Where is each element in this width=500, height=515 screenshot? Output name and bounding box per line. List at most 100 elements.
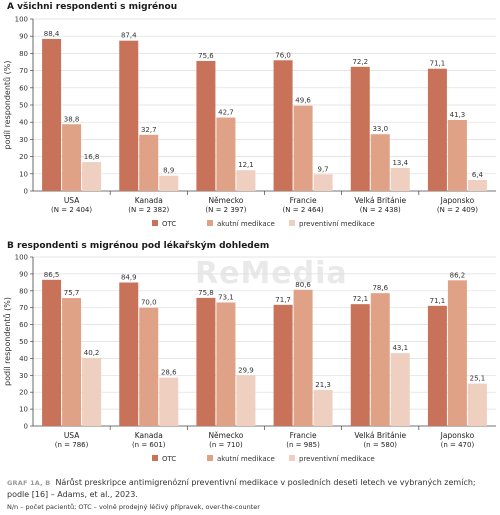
chart-a-ytick-label: 50 [19, 102, 28, 110]
chart-b-ytick-label: 80 [19, 287, 28, 295]
chart-b-ytick-label: 40 [19, 355, 28, 363]
chart-b-ytick-label: 100 [15, 254, 28, 262]
chart-a-bar [82, 162, 102, 191]
chart-a-ytick-label: 80 [19, 50, 28, 58]
chart-a-data-label: 16,8 [84, 153, 100, 161]
chart-a-category-sublabel: (N = 2 382) [128, 206, 169, 214]
chart-b-legend-swatch [207, 455, 213, 461]
chart-b-data-label: 73,1 [218, 293, 234, 301]
chart-a-bar [447, 119, 467, 191]
chart-a-data-label: 8,9 [163, 167, 174, 175]
chart-b-category-label: USA [64, 431, 80, 440]
chart-a-data-label: 72,2 [352, 58, 368, 66]
chart-a-data-label: 49,6 [295, 97, 311, 105]
chart-b-bar [139, 307, 159, 426]
chart-a-bar [119, 40, 139, 192]
chart-b-bar [467, 383, 487, 426]
chart-a-data-label: 71,1 [430, 60, 446, 68]
chart-a-bar [139, 134, 159, 191]
chart-b-data-label: 21,3 [315, 381, 331, 389]
chart-a-ytick-label: 20 [19, 153, 28, 161]
chart-a-legend-swatch [289, 220, 295, 226]
chart-b-bar [62, 298, 82, 426]
chart-a-legend-label: preventivní medikace [299, 220, 375, 228]
caption-text: Nárůst preskripce antimigrenózní prevent… [7, 478, 476, 499]
chart-b-category-label: Německo [208, 431, 243, 440]
chart-a-data-label: 33,0 [372, 125, 388, 133]
chart-a-ytick-label: 60 [19, 84, 28, 92]
chart-a-data-label: 9,7 [318, 165, 329, 173]
chart-a-data-label: 32,7 [141, 126, 157, 134]
chart-a-legend-swatch [207, 220, 213, 226]
chart-b-data-label: 86,5 [44, 271, 60, 279]
chart-a-bar [313, 174, 333, 191]
chart-b-category-sublabel: (n = 580) [363, 441, 397, 449]
chart-b-data-label: 72,1 [352, 295, 368, 303]
chart-a-category-label: Francie [290, 196, 317, 205]
chart-a-bar [390, 167, 410, 191]
chart-a-bar [350, 66, 370, 191]
chart-b-ytick-label: 0 [24, 423, 28, 431]
chart-b-ytick-label: 70 [19, 304, 28, 312]
chart-b-category-sublabel: (n = 470) [441, 441, 475, 449]
chart-b-data-label: 80,6 [295, 281, 311, 289]
chart-b-ytick-label: 10 [19, 406, 28, 414]
chart-a-bar [370, 134, 390, 191]
chart-b-bar [236, 375, 256, 426]
chart-a-category-label: Německo [208, 196, 243, 205]
chart-a-legend-swatch [152, 220, 158, 226]
caption-note: N/n – počet pacientů; OTC – volně prodej… [7, 503, 260, 511]
chart-b-legend-swatch [152, 455, 158, 461]
chart-b-category-label: Velká Británie [354, 431, 406, 440]
chart-b-bar [82, 358, 102, 426]
chart-a-bar [62, 124, 82, 191]
chart-a-category-sublabel: (N = 2 438) [360, 206, 401, 214]
chart-a-data-label: 88,4 [44, 30, 60, 38]
chart-a-data-label: 75,6 [198, 52, 214, 60]
chart-b-bar [159, 377, 179, 426]
chart-a-ylabel: podíl respondentů (%) [2, 61, 12, 150]
chart-b-bar [390, 353, 410, 426]
chart-b-data-label: 75,7 [64, 289, 80, 297]
chart-a-category-label: Velká Británie [354, 196, 406, 205]
chart-a-ytick-label: 40 [19, 119, 28, 127]
chart-b-data-label: 29,9 [238, 366, 254, 374]
chart-b-bar [313, 390, 333, 426]
chart-b-legend-label: OTC [162, 455, 176, 463]
chart-b-data-label: 78,6 [372, 284, 388, 292]
panel-a-title: A všichni respondenti s migrénou [7, 2, 178, 12]
chart-b-legend-label: akutní medikace [217, 455, 275, 463]
chart-b-category-label: Francie [290, 431, 317, 440]
chart-a-data-label: 38,8 [64, 115, 80, 123]
chart-a-category-label: Kanada [135, 196, 163, 205]
chart-b-legend-label: preventivní medikace [299, 455, 375, 463]
chart-b-bar [42, 279, 62, 426]
chart-b-bar [216, 302, 236, 426]
chart-b-data-label: 75,8 [198, 289, 214, 297]
chart-a-category-sublabel: (N = 2 404) [51, 206, 92, 214]
caption-label: GRAF 1A, B [7, 479, 51, 487]
chart-a-bar [42, 38, 62, 192]
chart-b-ytick-label: 60 [19, 321, 28, 329]
chart-a-bar [236, 170, 256, 191]
chart-b: 0 10 20 30 40 50 60 70 80 90 100 podíl respondentů … [2, 254, 496, 463]
chart-a-legend-label: akutní medikace [217, 220, 275, 228]
chart-a-ytick-label: 100 [15, 16, 28, 24]
chart-a-data-label: 6,4 [472, 171, 484, 179]
chart-a-data-label: 12,1 [238, 161, 254, 169]
chart-b-data-label: 25,1 [470, 375, 486, 383]
chart-a: 0 10 20 30 40 50 60 70 80 90 100 podíl respondentů … [2, 16, 496, 228]
chart-a-bar [273, 60, 293, 191]
chart-b-data-label: 70,0 [141, 299, 157, 307]
chart-b-category-sublabel: (n = 985) [286, 441, 320, 449]
chart-a-bar [467, 179, 487, 191]
chart-b-data-label: 43,1 [392, 344, 408, 352]
chart-b-category-sublabel: (n = 601) [132, 441, 166, 449]
chart-b-category-sublabel: (n = 786) [55, 441, 89, 449]
panel-b-title: B respondenti s migrénou pod lékařským d… [7, 241, 270, 251]
chart-a-legend-label: OTC [162, 220, 176, 228]
chart-a-data-label: 41,3 [450, 111, 466, 119]
chart-a-category-sublabel: (N = 2 397) [205, 206, 246, 214]
chart-b-data-label: 86,2 [450, 271, 466, 279]
